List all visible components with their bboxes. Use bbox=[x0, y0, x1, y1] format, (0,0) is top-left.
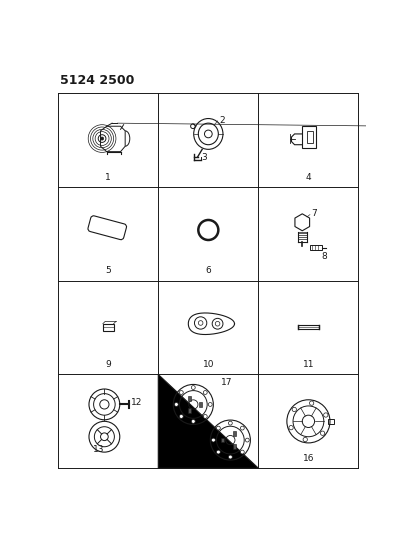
Text: 9: 9 bbox=[105, 360, 111, 369]
Circle shape bbox=[240, 426, 244, 430]
Text: 1: 1 bbox=[105, 173, 111, 182]
Text: 3: 3 bbox=[202, 152, 207, 161]
Circle shape bbox=[228, 455, 232, 459]
Bar bbox=[103, 324, 113, 330]
Circle shape bbox=[100, 137, 104, 140]
Text: 13: 13 bbox=[93, 445, 104, 454]
Circle shape bbox=[320, 431, 325, 435]
Text: 4: 4 bbox=[306, 173, 311, 182]
Text: 14: 14 bbox=[209, 378, 220, 387]
Text: 11: 11 bbox=[303, 360, 314, 369]
Circle shape bbox=[203, 391, 207, 394]
Text: 7: 7 bbox=[312, 209, 317, 219]
Circle shape bbox=[303, 438, 307, 442]
Text: 8: 8 bbox=[321, 252, 327, 261]
Polygon shape bbox=[158, 375, 258, 468]
Circle shape bbox=[191, 419, 195, 423]
Circle shape bbox=[175, 402, 178, 406]
Text: 2: 2 bbox=[219, 116, 225, 125]
Circle shape bbox=[217, 426, 220, 430]
Circle shape bbox=[191, 385, 195, 390]
Text: 15: 15 bbox=[218, 405, 230, 414]
Bar bbox=[298, 325, 319, 329]
Text: 17: 17 bbox=[221, 378, 232, 387]
Bar bbox=[221, 438, 224, 442]
Text: 12: 12 bbox=[131, 398, 142, 407]
Text: 6: 6 bbox=[206, 266, 211, 276]
Circle shape bbox=[245, 438, 249, 442]
Bar bbox=[307, 131, 313, 143]
Circle shape bbox=[180, 415, 183, 418]
Bar bbox=[302, 126, 316, 148]
Text: 16: 16 bbox=[303, 454, 314, 463]
Text: 5124 2500: 5124 2500 bbox=[60, 74, 134, 87]
Bar bbox=[328, 419, 334, 424]
Circle shape bbox=[211, 438, 215, 442]
Circle shape bbox=[228, 421, 232, 425]
Text: 10: 10 bbox=[203, 360, 214, 369]
Bar bbox=[310, 245, 322, 250]
Circle shape bbox=[292, 407, 297, 411]
Circle shape bbox=[324, 413, 328, 417]
Circle shape bbox=[289, 425, 293, 430]
Circle shape bbox=[180, 391, 183, 394]
Bar bbox=[199, 402, 202, 407]
Bar bbox=[188, 396, 191, 401]
Circle shape bbox=[203, 415, 207, 418]
Text: 5: 5 bbox=[105, 266, 111, 276]
Bar bbox=[188, 408, 191, 413]
Bar bbox=[233, 431, 236, 435]
Circle shape bbox=[310, 401, 314, 405]
Circle shape bbox=[217, 450, 220, 454]
Circle shape bbox=[208, 402, 212, 406]
Circle shape bbox=[240, 450, 244, 454]
Bar bbox=[233, 445, 236, 449]
